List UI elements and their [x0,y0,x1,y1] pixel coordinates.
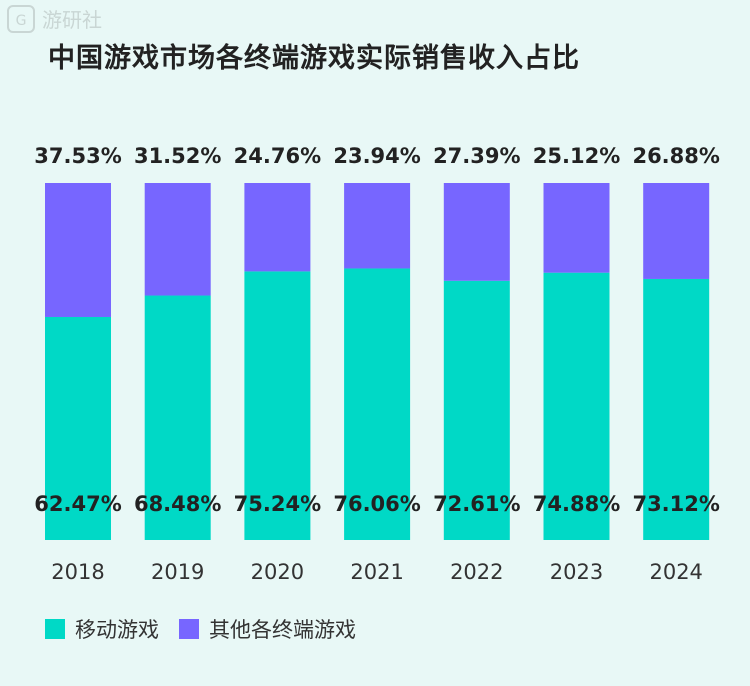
data-label-other-2023: 25.12% [533,144,620,168]
data-label-mobile-2022: 72.61% [433,492,520,516]
legend-item-mobile: 移动游戏 [45,614,159,644]
x-tick-label-2020: 2020 [251,560,304,584]
data-label-other-2024: 26.88% [632,144,719,168]
bar-segment-other-2018 [45,183,111,317]
watermark-logo: G 游研社 [7,5,102,33]
chart-title: 中国游戏市场各终端游戏实际销售收入占比 [48,43,580,74]
x-tick-label-2021: 2021 [350,560,403,584]
data-label-other-2021: 23.94% [333,144,420,168]
stacked-bar-chart: 37.53% 62.47% 2018 31.52% 68.48% 2019 24.76% 75… [34,144,720,584]
legend-label-other: 其他各终端游戏 [209,618,356,642]
data-label-other-2020: 24.76% [234,144,321,168]
bar-segment-mobile-2018 [45,316,111,540]
data-label-other-2019: 31.52% [134,144,221,168]
data-label-mobile-2018: 62.47% [34,492,121,516]
bar-segment-mobile-2020 [244,271,311,540]
bar-segment-other-2022 [443,183,510,281]
data-label-mobile-2021: 76.06% [333,492,420,516]
data-label-other-2018: 37.53% [34,144,121,168]
x-tick-label-2018: 2018 [51,560,104,584]
bar-segment-other-2024 [643,183,710,279]
bar-segment-other-2019 [144,183,211,296]
legend-swatch-mobile [45,619,65,639]
bar-segment-other-2020 [244,183,311,272]
legend-swatch-other [179,619,199,639]
svg-text:游研社: 游研社 [42,8,102,32]
x-tick-label-2023: 2023 [550,560,603,584]
data-label-mobile-2024: 73.12% [632,492,719,516]
legend-label-mobile: 移动游戏 [75,618,159,642]
bar-segment-mobile-2021 [344,268,411,540]
data-label-other-2022: 27.39% [433,144,520,168]
data-label-mobile-2023: 74.88% [533,492,620,516]
bar-segment-mobile-2022 [443,280,510,540]
x-tick-label-2019: 2019 [151,560,204,584]
svg-text:G: G [16,13,27,29]
data-label-mobile-2019: 68.48% [134,492,221,516]
x-tick-label-2024: 2024 [649,560,702,584]
legend-item-other: 其他各终端游戏 [179,614,356,644]
data-label-mobile-2020: 75.24% [234,492,321,516]
bar-segment-other-2023 [543,183,610,273]
x-tick-label-2022: 2022 [450,560,503,584]
bar-segment-mobile-2019 [144,295,211,540]
bar-segment-mobile-2023 [543,272,610,540]
chart-legend: 移动游戏 其他各终端游戏 [45,614,376,644]
bar-segment-other-2021 [344,183,411,269]
bar-segment-mobile-2024 [643,278,710,540]
